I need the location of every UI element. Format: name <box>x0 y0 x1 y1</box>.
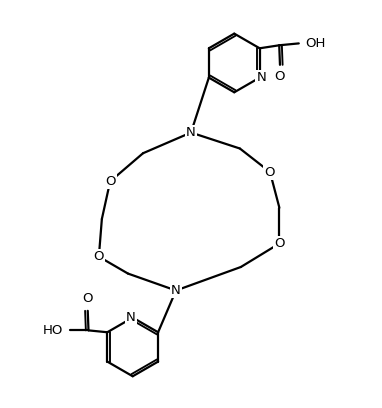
Text: O: O <box>94 250 104 263</box>
Text: O: O <box>274 237 285 250</box>
Text: N: N <box>126 311 136 324</box>
Text: O: O <box>83 292 93 305</box>
Text: O: O <box>105 175 115 188</box>
Text: HO: HO <box>42 324 63 337</box>
Text: O: O <box>265 166 275 179</box>
Text: N: N <box>186 126 196 139</box>
Text: N: N <box>257 71 266 84</box>
Text: O: O <box>275 71 285 84</box>
Text: N: N <box>171 284 181 297</box>
Text: OH: OH <box>306 37 326 50</box>
